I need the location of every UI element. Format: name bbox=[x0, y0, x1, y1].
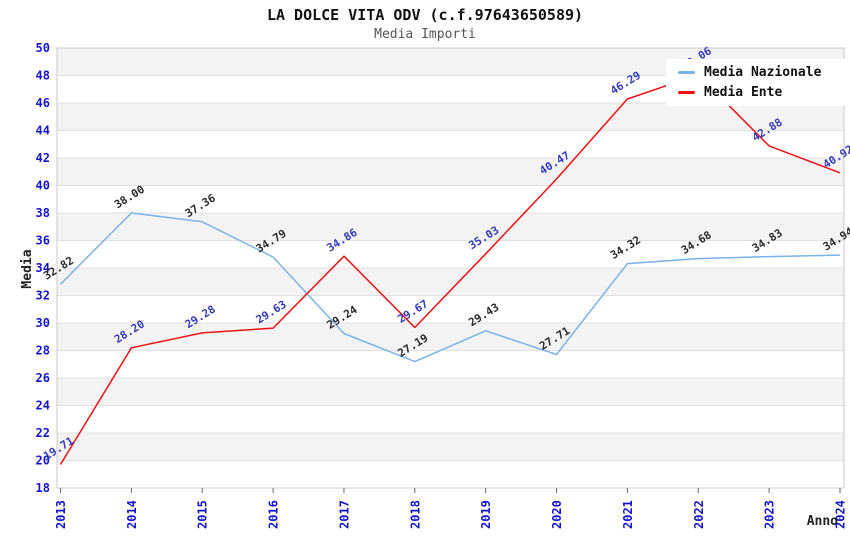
y-tick-label: 18 bbox=[36, 481, 50, 495]
y-tick-label: 22 bbox=[36, 426, 50, 440]
plot-band bbox=[57, 213, 844, 241]
y-tick-label: 36 bbox=[36, 234, 50, 248]
chart-title: LA DOLCE VITA ODV (c.f.97643650589) bbox=[266, 6, 584, 24]
y-tick-label: 38 bbox=[36, 206, 50, 220]
plot-band bbox=[57, 433, 844, 461]
legend-label-media-nazionale: Media Nazionale bbox=[704, 65, 822, 80]
plot-band bbox=[57, 405, 844, 433]
plot-band bbox=[57, 460, 844, 488]
x-tick-label: 2016 bbox=[267, 500, 281, 529]
x-tick-label: 2022 bbox=[692, 500, 706, 529]
x-tick-label: 2019 bbox=[479, 500, 493, 529]
x-tick-label: 2015 bbox=[196, 500, 210, 529]
plot-band bbox=[57, 158, 844, 186]
y-tick-label: 40 bbox=[36, 179, 50, 193]
legend: Media Nazionale Media Ente bbox=[666, 59, 845, 106]
plot-band bbox=[57, 350, 844, 378]
x-tick-label: 2014 bbox=[125, 500, 139, 529]
plot-band bbox=[57, 240, 844, 268]
plot-band bbox=[57, 185, 844, 213]
media-nazionale-line-swatch-icon bbox=[678, 71, 695, 74]
x-axis-title: Anno bbox=[806, 514, 838, 529]
x-tick-label: 2018 bbox=[408, 500, 422, 529]
x-tick-label: 2024 bbox=[834, 500, 848, 529]
y-tick-label: 24 bbox=[36, 399, 50, 413]
x-tick-label: 2017 bbox=[337, 500, 351, 529]
y-tick-label: 20 bbox=[36, 454, 50, 468]
plot-band bbox=[57, 295, 844, 323]
plot-border bbox=[56, 47, 845, 489]
y-tick-label: 28 bbox=[36, 344, 50, 358]
plot-band bbox=[57, 130, 844, 158]
legend-label-media-ente: Media Ente bbox=[704, 85, 783, 100]
plot-band bbox=[57, 378, 844, 406]
y-tick-label: 42 bbox=[36, 151, 50, 165]
y-tick-label: 34 bbox=[36, 261, 50, 275]
x-tick-label: 2023 bbox=[763, 500, 777, 529]
y-tick-label: 50 bbox=[36, 41, 50, 55]
y-axis-title: Media bbox=[20, 249, 35, 289]
x-tick-label: 2021 bbox=[621, 500, 635, 529]
media-ente-line-swatch-icon bbox=[678, 91, 695, 94]
legend-item-media-nazionale: Media Nazionale bbox=[678, 66, 845, 79]
plot-band bbox=[57, 103, 844, 131]
x-tick-label: 2013 bbox=[54, 500, 68, 529]
series-line-media-nazionale bbox=[59, 212, 841, 363]
y-tick-label: 26 bbox=[36, 371, 50, 385]
y-tick-label: 32 bbox=[36, 289, 50, 303]
x-tick-label: 2020 bbox=[550, 500, 564, 529]
chart-subtitle: Media Importi bbox=[374, 27, 476, 42]
y-tick-label: 48 bbox=[36, 69, 50, 83]
legend-item-media-ente: Media Ente bbox=[678, 86, 845, 99]
y-tick-label: 46 bbox=[36, 96, 50, 110]
y-tick-label: 44 bbox=[36, 124, 50, 138]
y-tick-label: 30 bbox=[36, 316, 50, 330]
